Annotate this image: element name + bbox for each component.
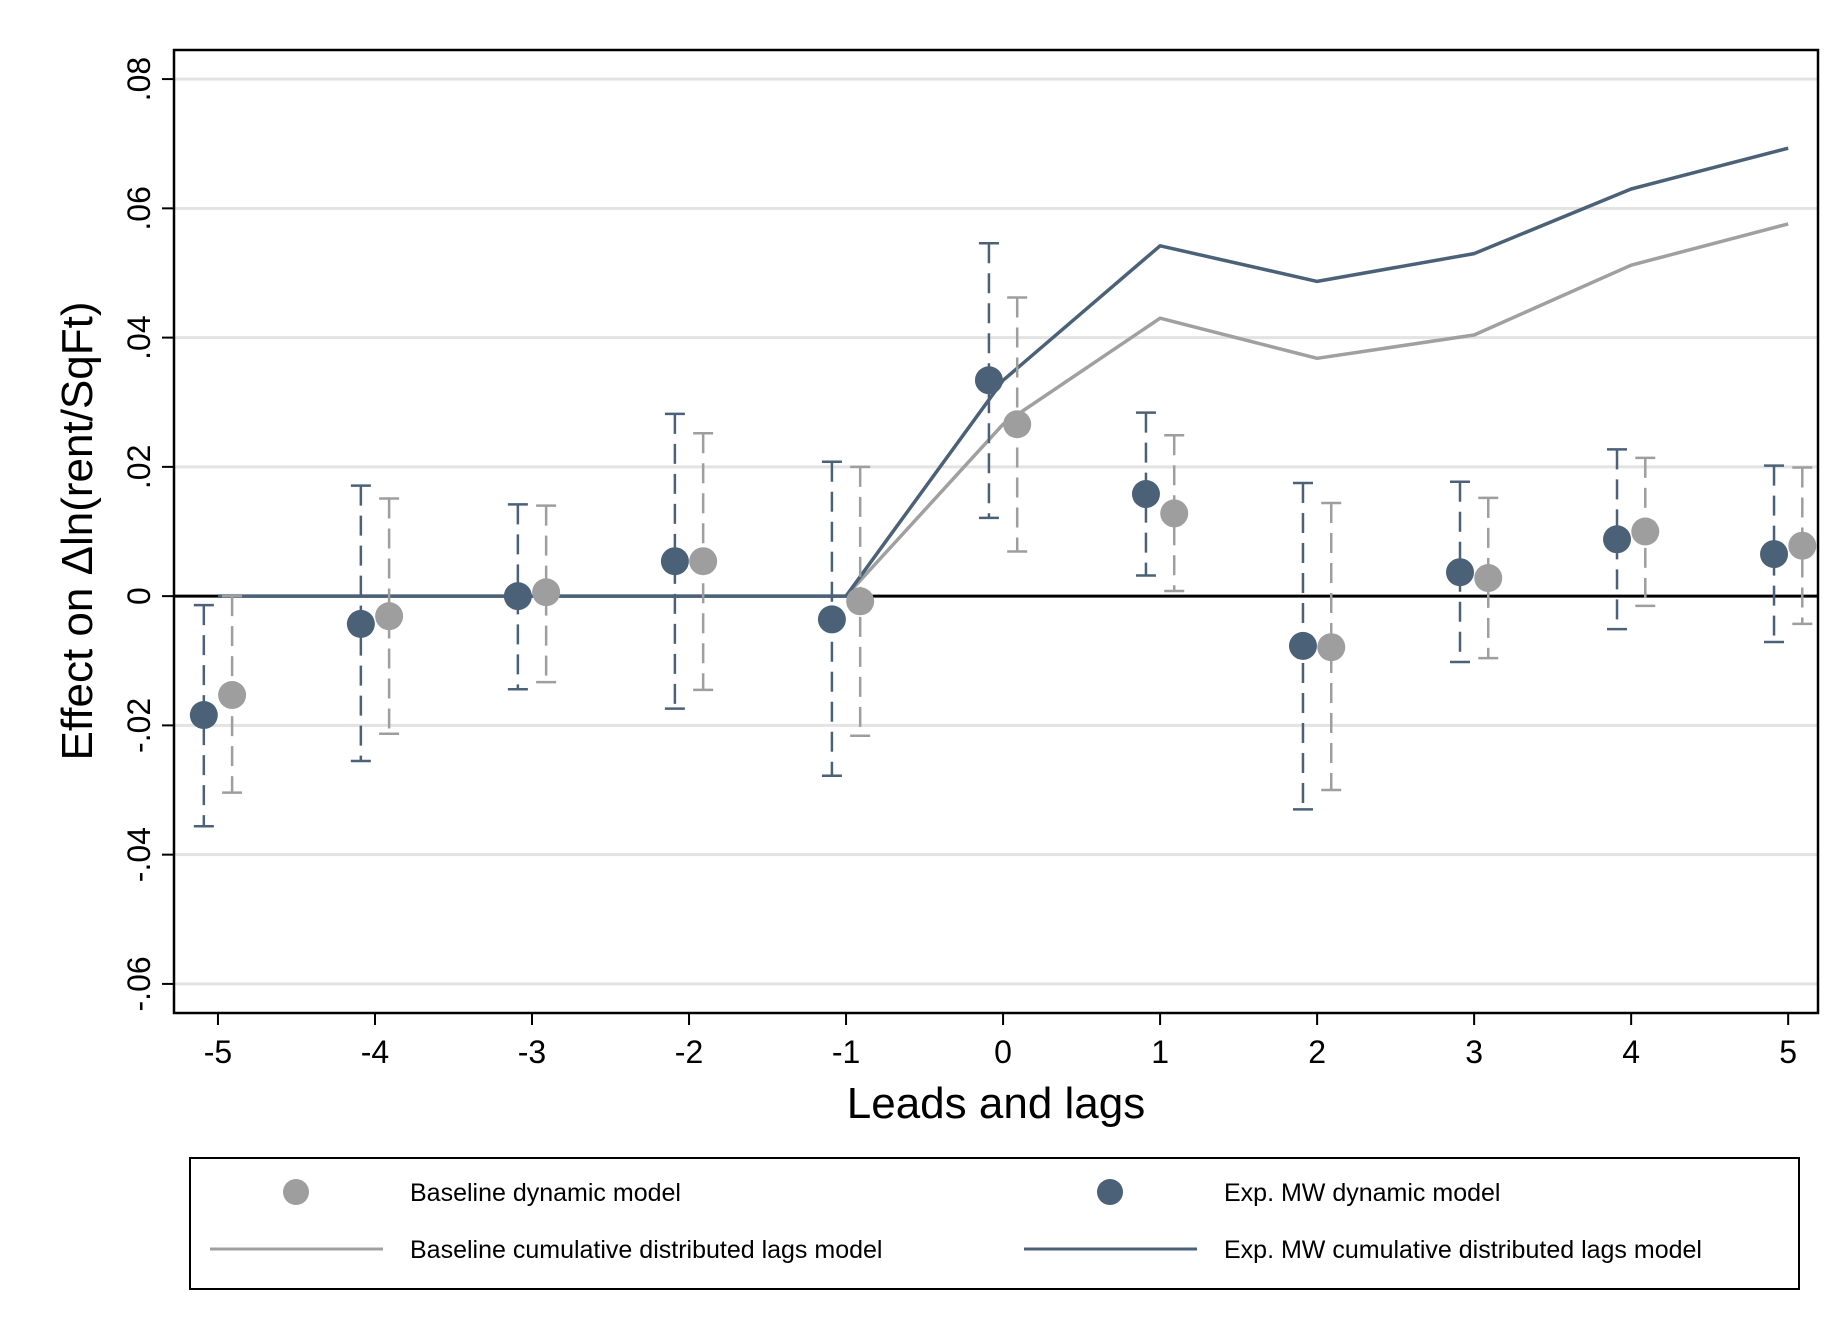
point-expmw bbox=[189, 701, 218, 730]
point-baseline bbox=[532, 578, 561, 607]
y-axis: -.06 -.04 -.02 0 .02 .04 .06 .08 bbox=[121, 57, 174, 1011]
point-baseline bbox=[218, 681, 247, 710]
point-baseline bbox=[1003, 410, 1032, 439]
y-tick-label: -.06 bbox=[121, 956, 157, 1011]
x-tick-label: -1 bbox=[832, 1034, 860, 1070]
x-tick-label: -2 bbox=[675, 1034, 703, 1070]
cumulative-lines bbox=[218, 146, 1789, 598]
point-expmw bbox=[817, 605, 846, 634]
point-baseline bbox=[375, 602, 404, 631]
legend-marker-expmw-dynamic bbox=[1097, 1179, 1123, 1205]
y-tick-label: -.02 bbox=[121, 698, 157, 753]
point-expmw bbox=[1603, 525, 1632, 554]
x-axis-title: Leads and lags bbox=[847, 1079, 1145, 1128]
point-baseline bbox=[1317, 633, 1346, 662]
point-expmw bbox=[974, 366, 1003, 395]
legend-marker-baseline-dynamic bbox=[283, 1179, 309, 1205]
y-axis-title: Effect on Δln(rent/SqFt) bbox=[53, 302, 102, 761]
point-expmw bbox=[1131, 480, 1160, 509]
x-tick-label: -3 bbox=[518, 1034, 546, 1070]
legend-label-baseline-dynamic: Baseline dynamic model bbox=[410, 1179, 681, 1207]
x-tick-label: 5 bbox=[1779, 1034, 1797, 1070]
point-expmw bbox=[346, 609, 375, 638]
legend-box bbox=[189, 1157, 1800, 1290]
y-tick-label: .04 bbox=[121, 315, 157, 359]
point-expmw bbox=[1760, 540, 1789, 569]
x-axis: -5 -4 -3 -2 -1 0 1 2 3 4 5 bbox=[204, 1013, 1797, 1070]
x-tick-label: 4 bbox=[1622, 1034, 1640, 1070]
point-estimates bbox=[189, 366, 1817, 730]
x-tick-label: 3 bbox=[1465, 1034, 1483, 1070]
point-baseline bbox=[1631, 517, 1660, 546]
y-tick-label: .08 bbox=[121, 57, 157, 101]
point-expmw bbox=[1288, 631, 1317, 660]
series-line-expmw-cumulative bbox=[218, 146, 1789, 598]
point-baseline bbox=[1788, 531, 1817, 560]
x-tick-label: -5 bbox=[204, 1034, 232, 1070]
x-tick-label: -4 bbox=[361, 1034, 389, 1070]
legend-label-expmw-dynamic: Exp. MW dynamic model bbox=[1224, 1179, 1500, 1207]
plot-frame bbox=[172, 48, 1820, 1015]
y-tick-label: .06 bbox=[121, 186, 157, 230]
point-expmw bbox=[503, 582, 532, 611]
legend-label-expmw-cumulative: Exp. MW cumulative distributed lags mode… bbox=[1224, 1236, 1702, 1264]
point-baseline bbox=[689, 547, 718, 576]
legend-label-baseline-cumulative: Baseline cumulative distributed lags mod… bbox=[410, 1236, 882, 1264]
gridlines bbox=[174, 77, 1818, 986]
x-tick-label: 1 bbox=[1151, 1034, 1169, 1070]
legend: Baseline dynamic model Exp. MW dynamic m… bbox=[189, 1157, 1800, 1290]
x-tick-label: 2 bbox=[1308, 1034, 1326, 1070]
confidence-intervals bbox=[193, 241, 1813, 828]
point-baseline bbox=[1160, 499, 1189, 528]
y-tick-label: .02 bbox=[121, 445, 157, 489]
x-tick-label: 0 bbox=[994, 1034, 1012, 1070]
y-tick-label: 0 bbox=[121, 587, 157, 605]
point-expmw bbox=[1445, 558, 1474, 587]
point-expmw bbox=[660, 547, 689, 576]
point-baseline bbox=[1474, 564, 1503, 593]
y-tick-label: -.04 bbox=[121, 827, 157, 882]
point-baseline bbox=[846, 587, 875, 616]
